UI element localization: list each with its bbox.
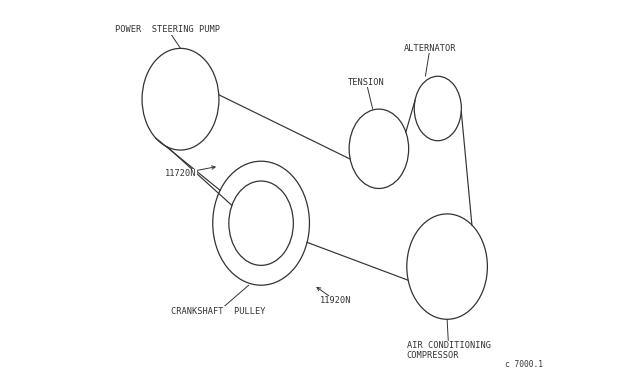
Text: 11920N: 11920N [317,288,351,305]
Text: POWER  STEERING PUMP: POWER STEERING PUMP [115,25,220,48]
Text: c 7000.1: c 7000.1 [505,360,543,369]
Text: TENSION: TENSION [348,78,385,109]
Text: AIR CONDITIONING
COMPRESSOR: AIR CONDITIONING COMPRESSOR [407,319,491,360]
Text: ALTERNATOR: ALTERNATOR [404,44,456,76]
Text: CRANKSHAFT  PULLEY: CRANKSHAFT PULLEY [172,285,266,316]
Text: 11720N: 11720N [165,166,215,178]
